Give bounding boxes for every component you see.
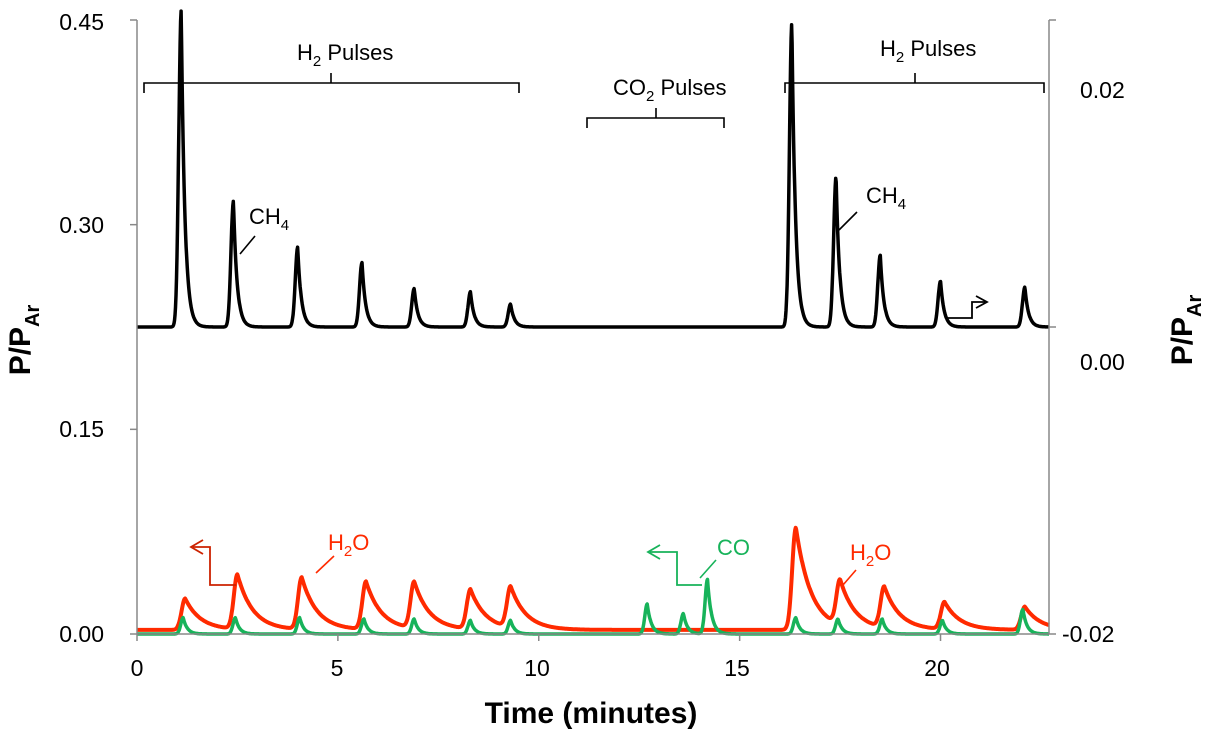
x-tick-label: 0	[131, 655, 144, 681]
label-h2-pulses-right: H2 Pulses	[880, 36, 976, 66]
label-h2o-left: H2O	[328, 530, 369, 560]
y-right-axis-title: P/PAr	[1166, 294, 1206, 365]
series-line-black	[135, 9, 1051, 329]
y-left-axis-title: P/PAr	[4, 304, 44, 375]
x-axis-title: Time (minutes)	[485, 697, 698, 730]
label-ch4-right: CH4	[866, 183, 906, 213]
y-right-tick-label: 0.00	[1080, 349, 1125, 375]
left-axis-arrow-icon	[189, 539, 236, 586]
co-left-axis-arrow-icon	[646, 544, 702, 586]
label-h2-pulses-left: H2 Pulses	[297, 40, 393, 70]
h2o-leader-line	[315, 555, 335, 574]
right-axis-arrow-icon	[945, 295, 989, 319]
y-right-tick-label: -0.02	[1062, 621, 1114, 647]
label-co: CO	[717, 535, 750, 560]
label-co2-pulses: CO2 Pulses	[613, 75, 727, 105]
ch4-leader-line	[838, 211, 858, 231]
co-leader-line	[699, 559, 717, 579]
tick-layer	[130, 19, 1056, 641]
label-h2o-right: H2O	[850, 540, 891, 570]
x-tick-label: 15	[724, 655, 750, 681]
y-left-tick-label: 0.00	[59, 621, 104, 647]
series-line-h2o	[135, 525, 1051, 632]
ch4-leader-line	[239, 235, 256, 255]
series-layer	[135, 9, 1051, 636]
bracket-h2-pulses-left	[143, 73, 520, 93]
bracket-co2-pulses	[586, 108, 725, 128]
y-left-tick-label: 0.30	[59, 212, 104, 238]
x-tick-label: 10	[524, 655, 550, 681]
y-left-tick-label: 0.15	[59, 416, 104, 442]
h2o-leader-line	[842, 569, 857, 586]
bracket-h2-pulses-right	[784, 73, 1045, 93]
y-right-tick-label: 0.02	[1080, 77, 1125, 103]
label-ch4-left: CH4	[249, 204, 289, 234]
x-tick-label: 20	[924, 655, 950, 681]
x-tick-label: 5	[331, 655, 344, 681]
y-left-tick-label: 0.45	[59, 9, 104, 35]
